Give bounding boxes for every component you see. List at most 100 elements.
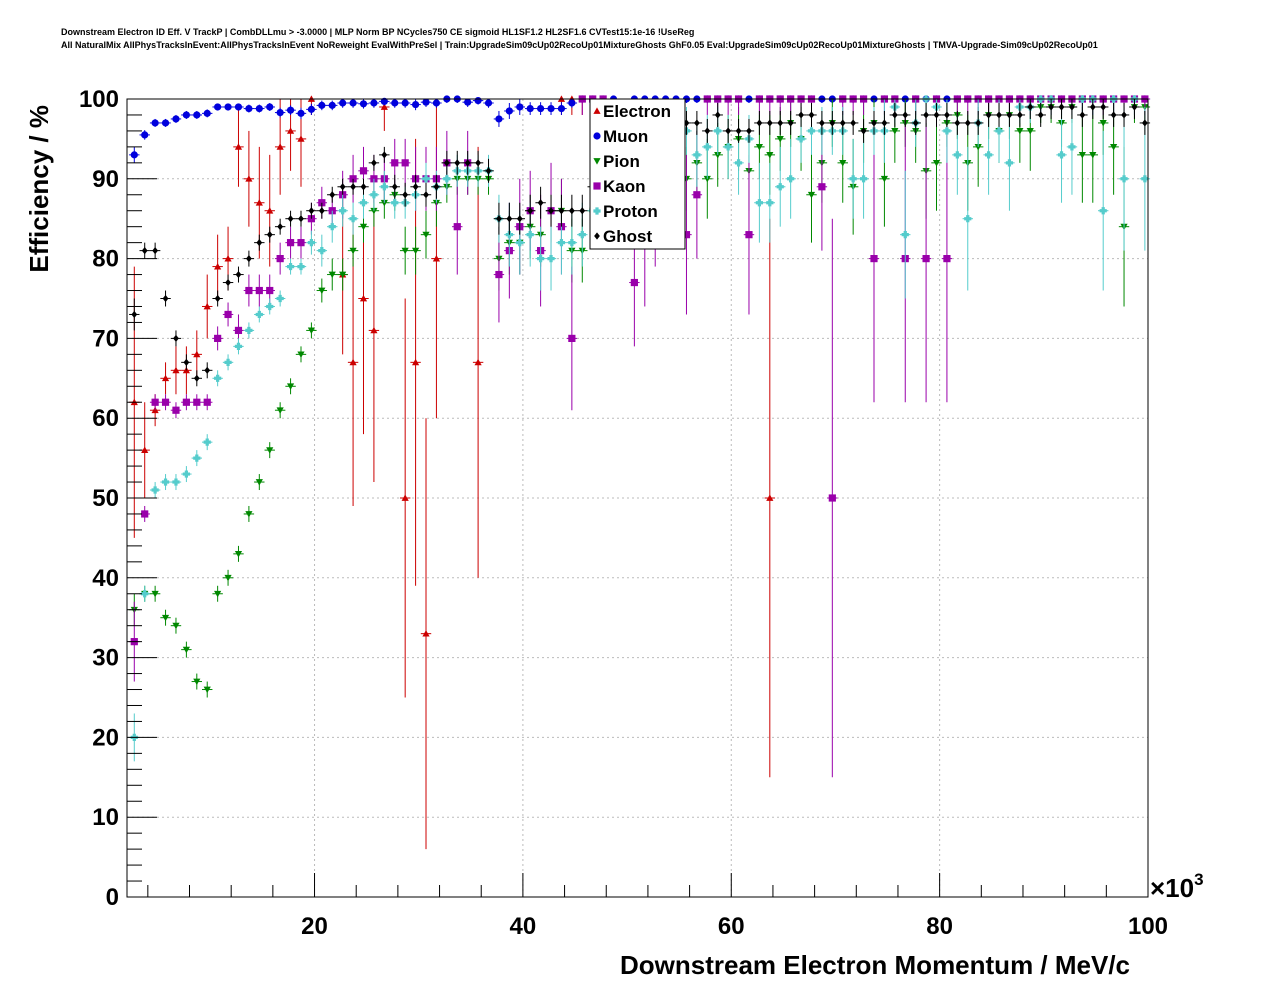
kaon-point bbox=[818, 183, 826, 191]
muon-point bbox=[537, 104, 545, 113]
muon-point bbox=[161, 119, 170, 127]
ghost-point bbox=[308, 207, 315, 215]
proton-point bbox=[1005, 159, 1014, 167]
kaon-point bbox=[245, 286, 253, 295]
ghost-point bbox=[454, 159, 461, 167]
pion-point bbox=[245, 511, 253, 518]
x-multiplier-exponent: 3 bbox=[1194, 870, 1203, 889]
pion-point bbox=[380, 199, 388, 207]
pion-point bbox=[766, 151, 774, 159]
proton-point bbox=[443, 175, 451, 183]
pion-point bbox=[328, 271, 336, 279]
proton-point bbox=[307, 239, 316, 247]
proton-point bbox=[714, 127, 722, 135]
pion-point bbox=[182, 646, 190, 654]
ghost-point bbox=[173, 334, 179, 342]
proton-point bbox=[203, 438, 211, 446]
pion-point bbox=[297, 351, 305, 358]
ghost-point bbox=[225, 278, 231, 287]
kaon-point bbox=[318, 199, 326, 207]
ghost-point bbox=[318, 207, 325, 215]
y-tick-label: 90 bbox=[92, 166, 119, 193]
legend-label-electron: Electron bbox=[603, 102, 671, 121]
muon-point bbox=[516, 103, 524, 111]
electron-point bbox=[224, 255, 232, 262]
electron-point bbox=[141, 446, 149, 453]
ghost-point bbox=[475, 159, 481, 167]
muon-point bbox=[526, 104, 534, 113]
ghost-point bbox=[954, 119, 961, 127]
electron-point bbox=[474, 358, 482, 366]
ghost-point bbox=[246, 255, 252, 263]
pion-point bbox=[974, 144, 982, 151]
ghost-point bbox=[516, 215, 523, 223]
proton-point bbox=[547, 255, 555, 263]
pion-point bbox=[359, 223, 368, 231]
pion-point bbox=[172, 622, 180, 630]
muon-point bbox=[203, 109, 211, 117]
proton-point bbox=[1057, 151, 1066, 159]
ghost-point bbox=[1027, 103, 1034, 111]
ghost-point bbox=[266, 231, 273, 239]
proton-point bbox=[807, 127, 816, 135]
ghost-point bbox=[881, 119, 888, 127]
kaon-point bbox=[349, 175, 357, 183]
electron-point bbox=[286, 127, 295, 134]
ghost-point bbox=[1141, 119, 1148, 127]
proton-point bbox=[849, 175, 857, 183]
legend-marker-muon bbox=[593, 132, 601, 140]
pion-point bbox=[714, 151, 722, 159]
ghost-point bbox=[183, 358, 190, 366]
pion-point bbox=[703, 175, 711, 183]
muon-point bbox=[182, 111, 190, 119]
ghost-point bbox=[360, 183, 367, 191]
muon-point bbox=[328, 101, 336, 109]
proton-point bbox=[578, 231, 586, 239]
pion-point bbox=[422, 231, 430, 239]
proton-point bbox=[1141, 175, 1149, 183]
ghost-point bbox=[912, 119, 919, 127]
proton-point bbox=[537, 255, 545, 263]
proton-point bbox=[943, 127, 951, 135]
pion-point bbox=[401, 247, 409, 255]
legend-label-ghost: Ghost bbox=[603, 227, 652, 246]
tick-labels: 0 10 20 30 40 50 60 70 80 90 100 20 40 60 80 100 bbox=[79, 86, 1168, 940]
legend-label-muon: Muon bbox=[603, 127, 648, 146]
muon-point bbox=[411, 100, 420, 109]
y-axis-title: Efficiency / % bbox=[24, 105, 54, 273]
ghost-point bbox=[1100, 103, 1107, 111]
pion-point bbox=[755, 144, 763, 151]
kaon-point bbox=[286, 239, 295, 247]
ghost-point bbox=[850, 119, 857, 127]
pion-point bbox=[214, 590, 222, 598]
electron-point bbox=[422, 630, 430, 637]
ghost-point bbox=[277, 223, 284, 231]
electron-point bbox=[276, 143, 284, 150]
proton-point bbox=[776, 183, 784, 191]
y-tick-label: 0 bbox=[106, 884, 119, 911]
electron-point bbox=[370, 326, 378, 334]
pion-point bbox=[318, 287, 326, 295]
proton-point bbox=[193, 454, 201, 462]
ghost-point bbox=[162, 294, 169, 303]
y-tick-label: 50 bbox=[92, 485, 119, 512]
pion-point bbox=[370, 207, 378, 215]
proton-point bbox=[151, 486, 159, 494]
muon-point bbox=[401, 99, 409, 107]
y-tick-label: 70 bbox=[92, 325, 119, 352]
proton-point bbox=[755, 199, 763, 207]
ghost-point bbox=[777, 119, 784, 127]
ghost-point bbox=[933, 111, 940, 119]
pion-point bbox=[151, 590, 159, 598]
ghost-point bbox=[204, 366, 211, 374]
electron-point bbox=[349, 358, 357, 366]
ghost-point bbox=[443, 159, 450, 167]
kaon-point bbox=[276, 255, 284, 263]
muon-point bbox=[151, 119, 159, 127]
pion-point bbox=[193, 678, 201, 686]
proton-point bbox=[766, 199, 774, 207]
ghost-point bbox=[829, 119, 836, 127]
ghost-point bbox=[433, 183, 440, 191]
ghost-point bbox=[725, 127, 732, 135]
x-tick-label: 60 bbox=[718, 913, 745, 940]
